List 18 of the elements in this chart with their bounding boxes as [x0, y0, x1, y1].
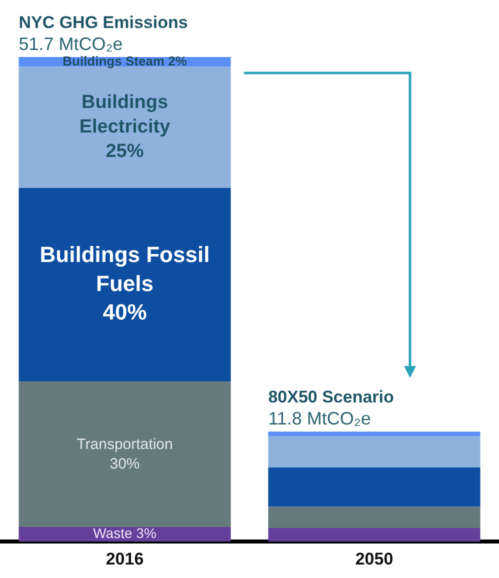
data-label: Waste 3%: [93, 525, 156, 542]
bar: [18, 66, 231, 188]
bar: [18, 382, 231, 528]
annotation: 11.8 MtCO₂e: [268, 408, 371, 429]
bar: [18, 188, 231, 382]
x-tick-label: 2016: [106, 549, 144, 568]
bar: [268, 432, 480, 436]
data-label: Buildings Fossil Fuels 40%: [40, 242, 210, 324]
x-tick-label: 2050: [355, 549, 394, 568]
bar: [268, 467, 480, 507]
annotation: 80X50 Scenario: [268, 388, 394, 407]
data-label: Buildings Steam 2%: [62, 53, 188, 68]
data-label: Buildings Electricity 25%: [79, 92, 171, 162]
annotation: NYC GHG Emissions: [18, 13, 188, 32]
bar: [268, 436, 480, 468]
data-label: Transportation 30%: [76, 436, 173, 472]
bar: [268, 506, 480, 528]
annotation: 51.7 MtCO₂e: [18, 34, 123, 54]
